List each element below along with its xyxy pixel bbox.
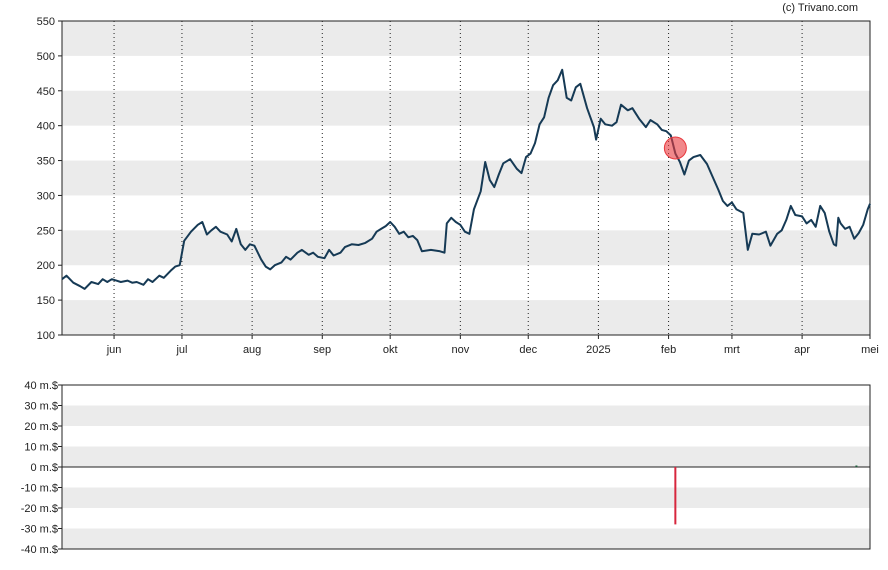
y-tick-label: 40 m.$: [24, 380, 58, 392]
price-plot-frame: [61, 20, 871, 336]
x-tick-label: aug: [243, 344, 261, 356]
volume-bar: [674, 467, 677, 525]
x-tick-label: apr: [794, 344, 810, 356]
volume-bar: [855, 465, 858, 467]
y-tick-label: 550: [37, 16, 55, 28]
y-tick-label: 20 m.$: [24, 421, 58, 433]
x-tick-label: okt: [383, 344, 398, 356]
y-tick-label: 500: [37, 51, 55, 63]
volume-grid-band: [62, 528, 870, 549]
y-tick-label: -10 m.$: [21, 483, 58, 495]
credit-label: (c) Trivano.com: [782, 2, 858, 14]
y-tick-label: 10 m.$: [24, 442, 58, 454]
y-tick-label: 200: [37, 260, 55, 272]
y-tick-label: 400: [37, 121, 55, 133]
y-tick-label: 350: [37, 156, 55, 168]
x-tick-label: mrt: [724, 344, 740, 356]
x-tick-label: mei: [861, 344, 879, 356]
y-tick-label: 300: [37, 190, 55, 202]
volume-grid-band: [62, 487, 870, 508]
volume-grid-band: [62, 446, 870, 467]
y-tick-label: -20 m.$: [21, 503, 58, 515]
price-grid-band: [62, 160, 870, 196]
x-tick-label: jul: [175, 344, 187, 356]
x-tick-label: 2025: [586, 344, 610, 356]
price-grid-band: [62, 21, 870, 56]
y-tick-label: -40 m.$: [21, 544, 58, 556]
volume-panel: -40 m.$ -30 m.$ -20 m.$ -10 m.$ 0 m.$ 10 m.$ 2…: [21, 380, 871, 556]
x-tick-label: jun: [106, 344, 122, 356]
y-tick-label: 0 m.$: [30, 462, 58, 474]
y-tick-label: 450: [37, 86, 55, 98]
volume-grid-band: [62, 405, 870, 426]
volume-plot-frame: [61, 384, 871, 550]
price-panel: jun jul aug sep okt nov dec 2025 feb mrt apr mei 100…: [37, 16, 879, 356]
price-series-line: [61, 68, 871, 290]
price-grid-band: [62, 90, 870, 126]
y-tick-label: 150: [37, 295, 55, 307]
x-tick-label: dec: [519, 344, 537, 356]
y-tick-label: -30 m.$: [21, 524, 58, 536]
x-tick-label: sep: [313, 344, 331, 356]
y-tick-label: 30 m.$: [24, 401, 58, 413]
y-tick-label: 100: [37, 330, 55, 342]
price-grid-band: [62, 230, 870, 266]
x-tick-label: feb: [661, 344, 676, 356]
x-tick-label: nov: [451, 344, 469, 356]
price-grid-band: [62, 300, 870, 335]
y-tick-label: 250: [37, 225, 55, 237]
highlight-marker: [663, 136, 687, 160]
